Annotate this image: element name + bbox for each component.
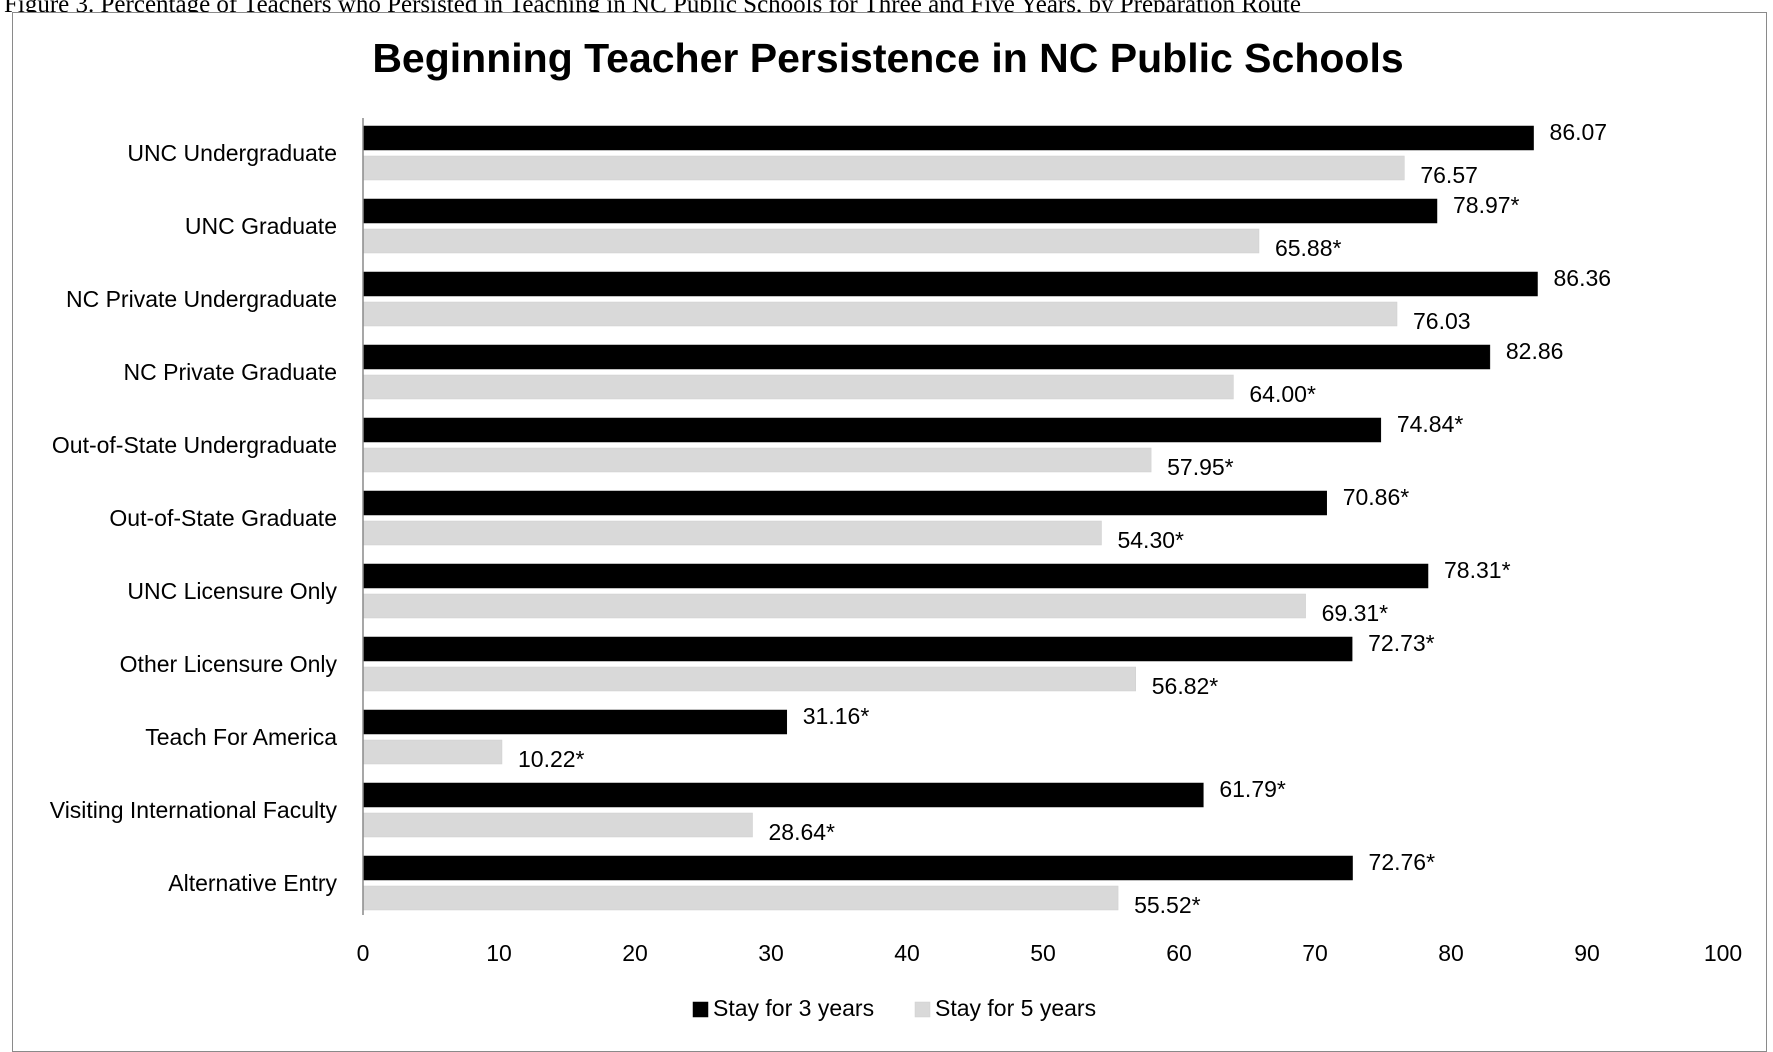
data-label: 69.31* (1322, 600, 1389, 626)
data-label: 61.79* (1219, 776, 1286, 802)
data-label: 76.03 (1413, 308, 1471, 334)
legend-label-5-years: Stay for 5 years (935, 995, 1096, 1021)
category-label: Other Licensure Only (120, 651, 338, 677)
bar-3-years (362, 490, 1327, 516)
data-label: 28.64* (769, 819, 836, 845)
chart-title: Beginning Teacher Persistence in NC Publ… (372, 35, 1403, 81)
category-label: Out-of-State Undergraduate (52, 432, 337, 458)
category-label: UNC Licensure Only (127, 578, 337, 604)
data-label: 54.30* (1117, 527, 1184, 553)
x-tick-label: 60 (1166, 940, 1192, 966)
x-tick-label: 70 (1302, 940, 1328, 966)
data-label: 74.84* (1397, 411, 1464, 437)
category-label: Out-of-State Graduate (109, 505, 337, 531)
legend-label-3-years: Stay for 3 years (713, 995, 874, 1021)
axis-layer: 0 10 20 30 40 50 60 70 80 90 100 (357, 118, 1742, 966)
category-label: NC Private Undergraduate (66, 286, 337, 312)
category-label: NC Private Graduate (124, 359, 337, 385)
data-label: 86.07 (1550, 119, 1608, 145)
bar-5-years (362, 228, 1260, 254)
x-tick-label: 0 (357, 940, 370, 966)
bar-5-years (362, 593, 1306, 619)
legend-swatch-3-years (692, 1001, 709, 1018)
bar-5-years (362, 885, 1119, 911)
data-label: 57.95* (1167, 454, 1234, 480)
category-label: UNC Undergraduate (127, 140, 337, 166)
x-tick-label: 50 (1030, 940, 1056, 966)
bar-5-years (362, 447, 1152, 473)
bar-5-years (362, 374, 1234, 400)
bar-5-years (362, 301, 1398, 327)
bar-5-years (362, 520, 1102, 546)
bar-3-years (362, 344, 1491, 370)
x-tick-label: 30 (758, 940, 784, 966)
data-label: 55.52* (1134, 892, 1201, 918)
bar-3-years (362, 563, 1429, 589)
x-tick-label: 100 (1704, 940, 1742, 966)
data-label: 70.86* (1343, 484, 1410, 510)
category-label: UNC Graduate (185, 213, 337, 239)
bar-5-years (362, 155, 1405, 181)
bar-3-years (362, 782, 1204, 808)
bars-layer (362, 125, 1538, 911)
data-label: 78.31* (1444, 557, 1511, 583)
x-tick-label: 10 (486, 940, 512, 966)
data-label: 72.73* (1368, 630, 1435, 656)
category-label: Teach For America (145, 724, 337, 750)
data-label: 10.22* (518, 746, 585, 772)
bar-3-years (362, 198, 1438, 224)
category-label: Visiting International Faculty (50, 797, 338, 823)
labels-layer: UNC Undergraduate 86.07 76.57 UNC Graduate 7… (50, 119, 1611, 918)
x-tick-label: 20 (622, 940, 648, 966)
data-label: 76.57 (1420, 162, 1478, 188)
x-tick-label: 90 (1574, 940, 1600, 966)
bar-3-years (362, 417, 1382, 443)
x-tick-label: 40 (894, 940, 920, 966)
data-label: 86.36 (1553, 265, 1611, 291)
data-label: 56.82* (1152, 673, 1219, 699)
data-label: 72.76* (1369, 849, 1436, 875)
bar-3-years (362, 709, 788, 735)
data-label: 65.88* (1275, 235, 1342, 261)
legend: Stay for 3 years Stay for 5 years (692, 995, 1096, 1021)
bar-5-years (362, 666, 1137, 692)
data-label: 82.86 (1506, 338, 1564, 364)
bar-3-years (362, 271, 1538, 297)
bar-3-years (362, 125, 1534, 151)
data-label: 31.16* (803, 703, 870, 729)
bar-3-years (362, 855, 1353, 881)
x-tick-label: 80 (1438, 940, 1464, 966)
data-label: 78.97* (1453, 192, 1520, 218)
legend-swatch-5-years (914, 1001, 931, 1018)
bar-5-years (362, 812, 753, 838)
bar-5-years (362, 739, 503, 765)
data-label: 64.00* (1249, 381, 1316, 407)
bar-3-years (362, 636, 1353, 662)
category-label: Alternative Entry (168, 870, 337, 896)
